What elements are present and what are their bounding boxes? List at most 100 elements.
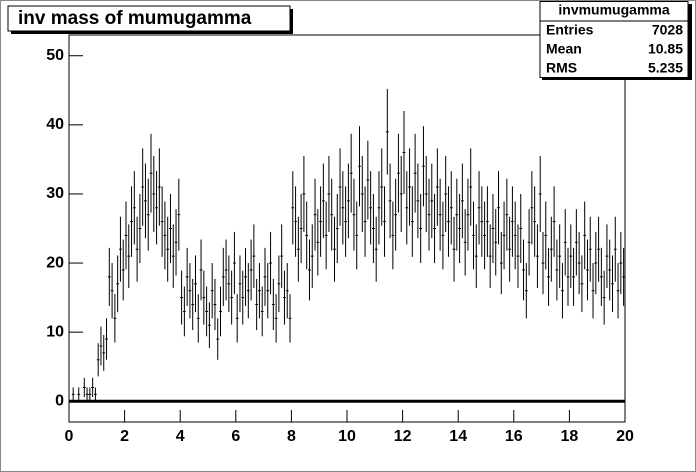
- bin: [255, 278, 259, 331]
- bin: [85, 387, 89, 402]
- bin: [474, 224, 478, 288]
- bin: [480, 186, 484, 257]
- bin: [580, 255, 584, 313]
- bin: [124, 201, 128, 270]
- bin: [316, 209, 320, 276]
- bin: [388, 163, 392, 239]
- bin: [522, 239, 525, 301]
- bin: [552, 186, 556, 257]
- bin: [271, 278, 275, 331]
- bin: [152, 155, 156, 232]
- bin: [583, 201, 587, 270]
- bin: [205, 286, 208, 337]
- bin: [355, 201, 359, 270]
- bin: [422, 126, 425, 207]
- bin: [502, 201, 506, 270]
- bin: [483, 201, 486, 270]
- bin: [160, 186, 164, 257]
- bin: [408, 148, 411, 226]
- bin: [569, 224, 573, 288]
- bin: [269, 231, 272, 295]
- stats-label: Mean: [546, 41, 582, 57]
- x-tick-label: 0: [65, 428, 74, 445]
- bin: [555, 239, 559, 301]
- bin: [622, 247, 625, 306]
- bin: [591, 263, 595, 319]
- bin: [383, 186, 386, 257]
- bin: [463, 209, 467, 276]
- bin: [486, 186, 489, 257]
- bin: [505, 178, 509, 251]
- bin: [410, 186, 414, 257]
- bin: [586, 239, 589, 301]
- bin: [327, 155, 331, 232]
- bin: [561, 263, 564, 319]
- bin: [177, 178, 181, 251]
- bin: [138, 193, 142, 264]
- bin: [246, 263, 250, 319]
- x-tick-label: 2: [120, 428, 129, 445]
- bin: [369, 171, 373, 245]
- bin: [210, 263, 214, 319]
- bin: [449, 171, 453, 245]
- bin: [249, 239, 253, 301]
- bin: [616, 263, 620, 319]
- bin: [380, 148, 384, 226]
- bin: [266, 263, 270, 319]
- bin: [363, 186, 367, 257]
- bin: [441, 201, 445, 270]
- bin: [377, 171, 381, 245]
- bin: [499, 231, 503, 295]
- bin: [513, 201, 517, 270]
- bin: [597, 216, 600, 282]
- bin: [488, 224, 492, 288]
- bin: [302, 155, 306, 232]
- bin: [338, 148, 342, 226]
- bin: [88, 387, 92, 402]
- bin: [77, 387, 81, 402]
- bin: [180, 270, 183, 325]
- stats-box: [539, 1, 689, 78]
- bin: [263, 247, 267, 306]
- x-tick-label: 16: [505, 428, 523, 445]
- bin: [385, 88, 389, 175]
- bin: [194, 255, 197, 313]
- bin: [619, 231, 623, 295]
- bin: [241, 270, 245, 325]
- bin: [235, 294, 239, 343]
- bin: [144, 163, 147, 239]
- y-tick-label: 0: [55, 392, 64, 409]
- bin: [260, 286, 264, 337]
- bin: [374, 216, 378, 282]
- bin: [71, 387, 75, 402]
- bin: [536, 224, 539, 288]
- bin: [341, 171, 345, 245]
- bin: [611, 255, 614, 313]
- bin: [305, 201, 309, 270]
- bin: [360, 155, 364, 232]
- frame: [68, 34, 626, 423]
- bin: [244, 247, 247, 306]
- bin: [155, 171, 158, 245]
- bin: [447, 186, 450, 257]
- bin: [530, 171, 534, 245]
- bin: [119, 216, 122, 282]
- bin: [141, 148, 145, 226]
- bin: [208, 302, 211, 349]
- bin: [405, 171, 409, 245]
- bin: [599, 247, 603, 306]
- bin: [588, 216, 592, 282]
- bin: [149, 133, 153, 213]
- bin: [458, 193, 461, 264]
- bin: [538, 155, 542, 232]
- bin: [613, 216, 617, 282]
- bin: [602, 270, 606, 325]
- bin: [352, 178, 356, 251]
- bin: [397, 133, 400, 213]
- bin: [233, 231, 236, 295]
- bin: [105, 318, 108, 360]
- y-tick-label: 10: [46, 323, 64, 340]
- bin: [469, 148, 473, 226]
- bin: [424, 155, 428, 232]
